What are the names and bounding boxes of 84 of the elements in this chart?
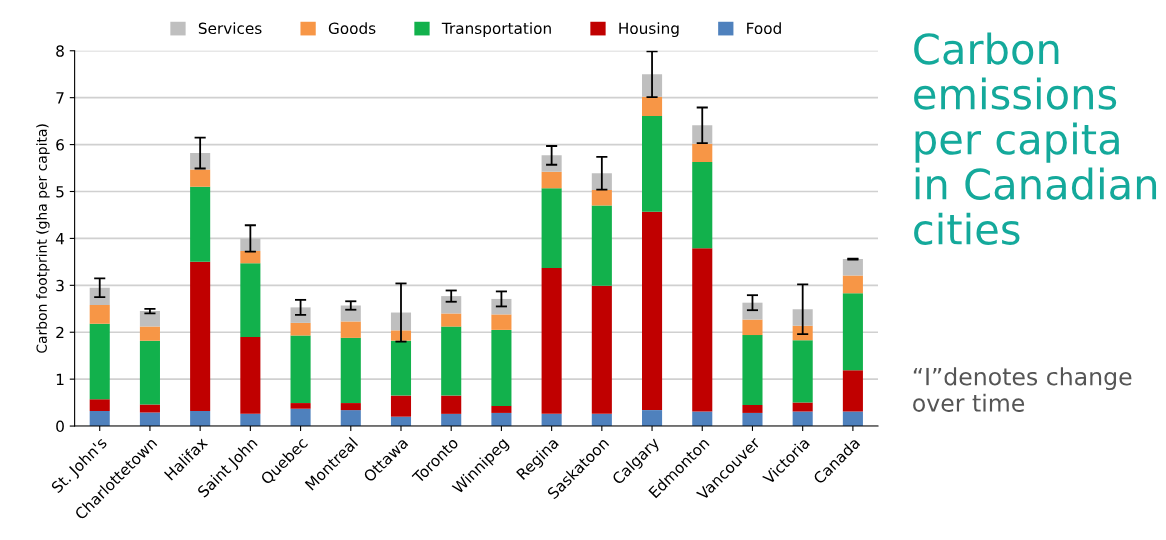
bar bbox=[491, 412, 512, 427]
legend-label: Food bbox=[747, 22, 781, 35]
y-tick-label: 2 bbox=[56, 326, 64, 339]
bar bbox=[541, 267, 562, 414]
bar bbox=[190, 261, 211, 412]
bar bbox=[190, 411, 211, 427]
bar bbox=[290, 408, 311, 427]
bar bbox=[842, 259, 863, 276]
bar bbox=[491, 298, 512, 315]
bar bbox=[290, 335, 311, 404]
bar bbox=[642, 211, 663, 411]
bar bbox=[390, 395, 412, 417]
bar bbox=[642, 410, 663, 427]
bar bbox=[591, 413, 612, 427]
text: Carbon emissions per capita in Canadian cities bbox=[914, 32, 1157, 245]
bar bbox=[89, 323, 110, 400]
bar bbox=[89, 399, 110, 412]
bar bbox=[139, 311, 160, 327]
bar bbox=[742, 412, 763, 427]
bar bbox=[139, 404, 160, 413]
y-tick-label: 5 bbox=[56, 186, 64, 198]
bar bbox=[491, 405, 512, 413]
y-tick-label: 4 bbox=[55, 233, 65, 245]
bar bbox=[441, 313, 462, 327]
bar bbox=[441, 413, 462, 427]
bar bbox=[340, 305, 361, 322]
bar bbox=[742, 404, 763, 413]
bar bbox=[491, 329, 512, 406]
bar bbox=[340, 410, 361, 427]
bar bbox=[591, 285, 612, 414]
bar bbox=[842, 275, 863, 294]
bar bbox=[139, 412, 160, 427]
y-tick-label: 6 bbox=[56, 139, 64, 151]
bar bbox=[591, 190, 612, 206]
bar bbox=[692, 161, 713, 249]
bar bbox=[240, 238, 261, 252]
bar bbox=[692, 248, 713, 412]
y-tick-label: 8 bbox=[56, 45, 64, 57]
bar bbox=[441, 326, 462, 396]
legend-label: Goods bbox=[328, 22, 376, 35]
bar bbox=[340, 337, 361, 404]
bar bbox=[642, 96, 663, 116]
bar bbox=[190, 169, 211, 187]
bar bbox=[642, 115, 663, 212]
bar bbox=[139, 340, 160, 405]
bar bbox=[240, 263, 261, 337]
bar bbox=[390, 340, 412, 396]
y-tick-label: 0 bbox=[56, 420, 64, 433]
bar bbox=[340, 321, 361, 338]
bar bbox=[290, 322, 311, 336]
y-axis-title: Carbon footprint (gha per capita) bbox=[36, 124, 50, 353]
bar bbox=[591, 205, 612, 286]
bar bbox=[742, 319, 763, 336]
bar bbox=[742, 302, 763, 320]
legend-label: Services bbox=[198, 22, 262, 35]
bar bbox=[89, 305, 110, 324]
bar bbox=[240, 413, 261, 427]
bar bbox=[842, 370, 863, 412]
bar bbox=[441, 296, 462, 314]
legend-label: Transportation bbox=[441, 22, 551, 38]
bar bbox=[792, 340, 813, 403]
bar bbox=[89, 411, 110, 427]
bar bbox=[541, 171, 562, 189]
bar bbox=[290, 403, 311, 409]
bar bbox=[541, 188, 562, 268]
bar bbox=[290, 307, 311, 323]
bar bbox=[842, 293, 863, 371]
bar bbox=[792, 309, 813, 326]
y-tick-label: 7 bbox=[56, 92, 64, 104]
bar bbox=[541, 413, 562, 427]
bar bbox=[792, 402, 813, 412]
bar bbox=[491, 314, 512, 330]
bar bbox=[340, 403, 361, 411]
bar bbox=[190, 186, 211, 262]
bar bbox=[742, 335, 763, 405]
y-tick-label: 1 bbox=[56, 373, 64, 385]
bar bbox=[240, 336, 261, 414]
bar bbox=[240, 251, 261, 264]
bar bbox=[139, 326, 160, 341]
y-tick-label: 3 bbox=[56, 279, 64, 292]
legend-label: Housing bbox=[619, 22, 679, 38]
bar bbox=[441, 395, 462, 414]
text: “I”denotes change over time bbox=[913, 367, 1132, 412]
bar bbox=[692, 143, 713, 162]
